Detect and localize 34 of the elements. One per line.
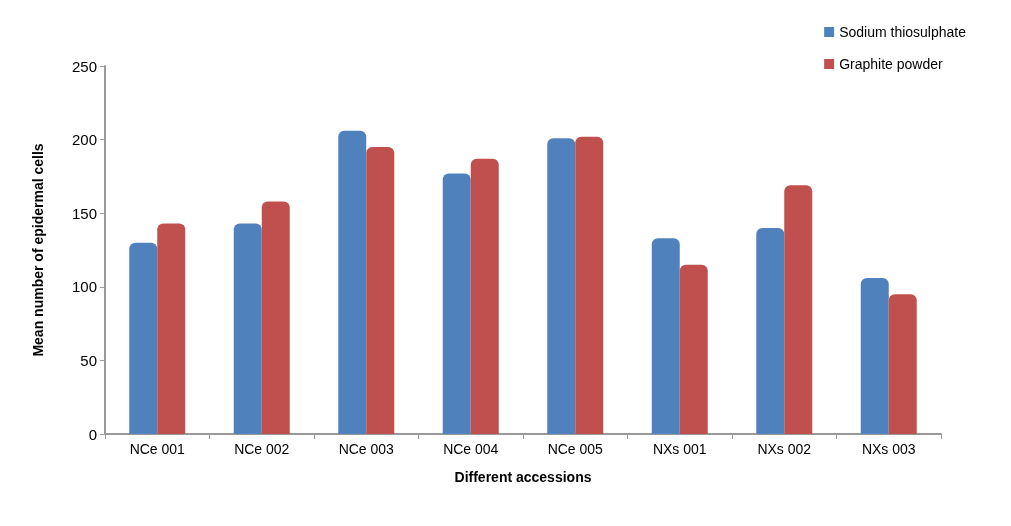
x-tick-label: NXs 001 [652, 441, 707, 457]
x-tick-label: NXs 003 [861, 441, 916, 457]
y-tick-label: 50 [80, 351, 97, 369]
y-tick-label: 100 [71, 278, 97, 296]
bar [888, 294, 917, 434]
legend-label: Sodium thiosulphate [839, 24, 967, 40]
x-tick-label: NCe 004 [443, 441, 499, 457]
bar [756, 227, 785, 434]
y-axis-title: Mean number of epidermal cells [30, 143, 46, 357]
x-tick-label: NCe 005 [547, 441, 604, 457]
bar [129, 242, 158, 434]
legend-label: Graphite powder [839, 56, 943, 72]
y-tick-label: 250 [71, 57, 97, 75]
bar [338, 130, 367, 434]
bar [442, 173, 471, 434]
bar [860, 277, 889, 434]
y-tick-label: 150 [71, 204, 97, 222]
bar [261, 201, 290, 434]
y-tick-label: 200 [71, 131, 97, 149]
x-tick-label: NXs 002 [757, 441, 812, 457]
bar [233, 223, 262, 434]
x-tick-label: NCe 003 [338, 441, 395, 457]
bar [157, 223, 186, 434]
bar [651, 238, 680, 434]
bar [547, 138, 576, 434]
x-tick-label: NCe 001 [129, 441, 186, 457]
bar [575, 136, 604, 434]
bar [470, 158, 499, 434]
bar [366, 146, 395, 434]
bar [784, 185, 813, 434]
x-tick-label: NCe 002 [234, 441, 290, 457]
bar [679, 264, 708, 434]
y-tick-label: 0 [88, 425, 97, 443]
x-axis-title: Different accessions [454, 469, 592, 485]
